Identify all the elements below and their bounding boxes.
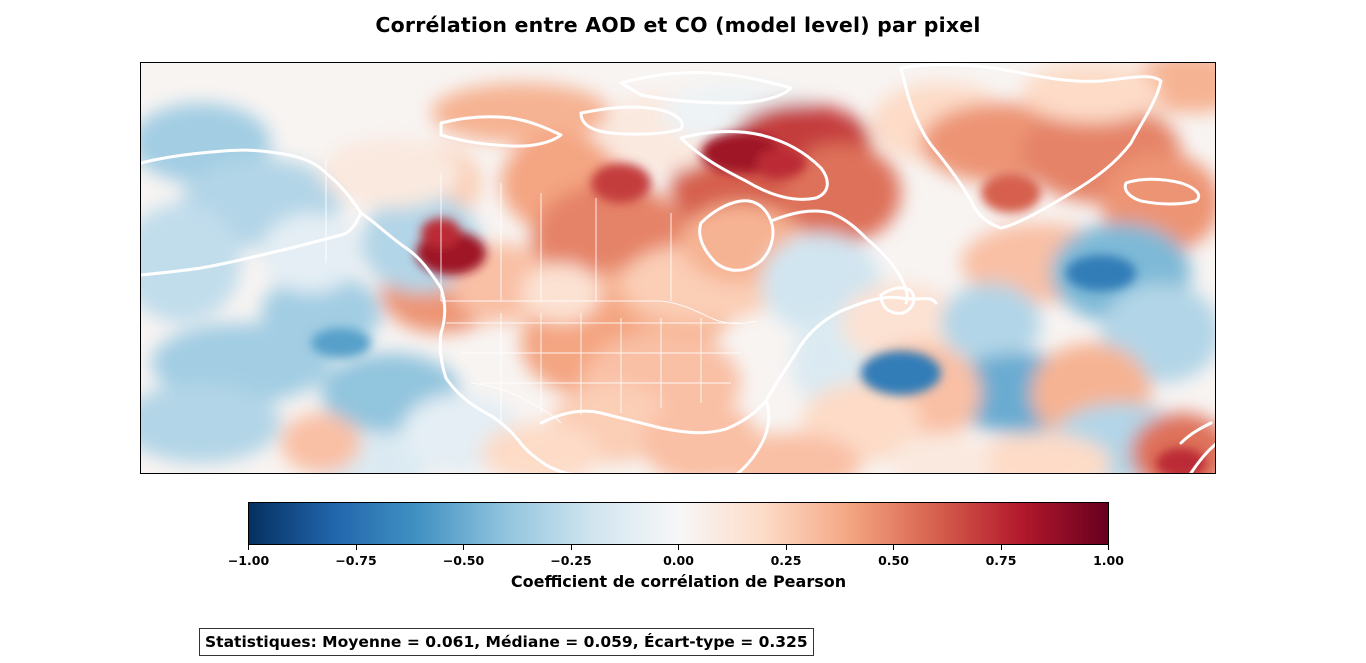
correlation-blob <box>841 283 961 363</box>
colorbar-tick-label: −0.75 <box>335 553 377 568</box>
coastline-mexico-west <box>484 411 574 473</box>
border-us-mexico <box>470 382 562 424</box>
coastline-europe <box>1179 421 1215 473</box>
colorbar-tick-mark <box>678 545 679 550</box>
correlation-blob <box>261 213 361 293</box>
colorbar-tick-mark <box>570 545 572 550</box>
coastline-greenland <box>899 63 1163 230</box>
colorbar-tick-label: 0.25 <box>770 553 802 568</box>
coastline-labrador <box>769 209 909 305</box>
correlation-blob-strong <box>756 148 806 178</box>
coastline-pacific-nw <box>359 211 488 415</box>
colorbar-tick-mark <box>893 545 894 550</box>
coastlines <box>141 63 1215 473</box>
correlation-field-detail <box>311 133 1206 473</box>
correlation-blob <box>891 433 991 473</box>
correlation-blob <box>321 138 461 208</box>
colorbar-tick-label: −1.00 <box>227 553 270 568</box>
correlation-blob-strong <box>591 163 651 203</box>
correlation-blob <box>281 413 361 473</box>
correlation-blob-strong <box>981 173 1041 213</box>
correlation-blob <box>781 143 901 243</box>
correlation-map-svg <box>141 63 1215 473</box>
correlation-map <box>140 62 1216 474</box>
correlation-blob-strong <box>1066 255 1136 291</box>
colorbar <box>248 502 1109 545</box>
colorbar-tick-mark <box>785 545 787 550</box>
colorbar-tick-label: 0.00 <box>663 553 694 568</box>
correlation-blob-strong <box>311 328 371 358</box>
correlation-blob <box>141 383 281 463</box>
border-us-states <box>446 313 741 423</box>
colorbar-tick-mark <box>1108 545 1109 550</box>
coastline-arctic-2 <box>579 105 684 136</box>
coastline-hudson-bay <box>698 199 775 272</box>
correlation-blob <box>941 283 1041 363</box>
correlation-blob <box>521 263 601 323</box>
colorbar-tick-mark <box>248 545 249 550</box>
chart-title: Corrélation entre AOD et CO (model level… <box>375 13 981 37</box>
correlation-blob <box>141 203 241 323</box>
colorbar-tick-mark <box>355 545 357 550</box>
correlation-blob-strong <box>861 351 941 395</box>
coastline-gulf <box>539 399 771 473</box>
colorbar-tick-label: 0.50 <box>878 553 909 568</box>
colorbar-tick-label: 0.75 <box>985 553 1017 568</box>
colorbar-ticks: −1.00 −0.75 −0.50 −0.25 0.00 0.25 0.50 0.75 1.00 <box>0 545 1366 585</box>
colorbar-tick-mark <box>1000 545 1002 550</box>
colorbar-tick-label: −0.50 <box>442 553 485 568</box>
correlation-blob <box>431 83 611 143</box>
colorbar-label: Coefficient de corrélation de Pearson <box>510 572 847 591</box>
correlation-blob <box>1021 63 1161 123</box>
coastline-atlantic <box>764 295 938 403</box>
correlation-blob <box>481 423 601 473</box>
border-us-canada <box>441 300 757 325</box>
colorbar-tick-mark <box>463 545 464 550</box>
statistics-box: Statistiques: Moyenne = 0.061, Médiane =… <box>199 628 814 656</box>
border-canada-provinces <box>440 173 672 301</box>
political-borders <box>325 158 757 424</box>
coastline-newfoundland <box>879 286 916 315</box>
coastline-arctic-3 <box>619 71 793 105</box>
colorbar-tick-label: 1.00 <box>1093 553 1124 568</box>
correlation-blob <box>971 433 1111 473</box>
coastline-arctic-1 <box>439 115 563 148</box>
colorbar-tick-label: −0.25 <box>550 553 592 568</box>
correlation-blob <box>641 403 761 473</box>
coastline-baffin <box>679 129 829 201</box>
correlation-field <box>141 63 1215 473</box>
coastline-iceland <box>1123 177 1201 206</box>
